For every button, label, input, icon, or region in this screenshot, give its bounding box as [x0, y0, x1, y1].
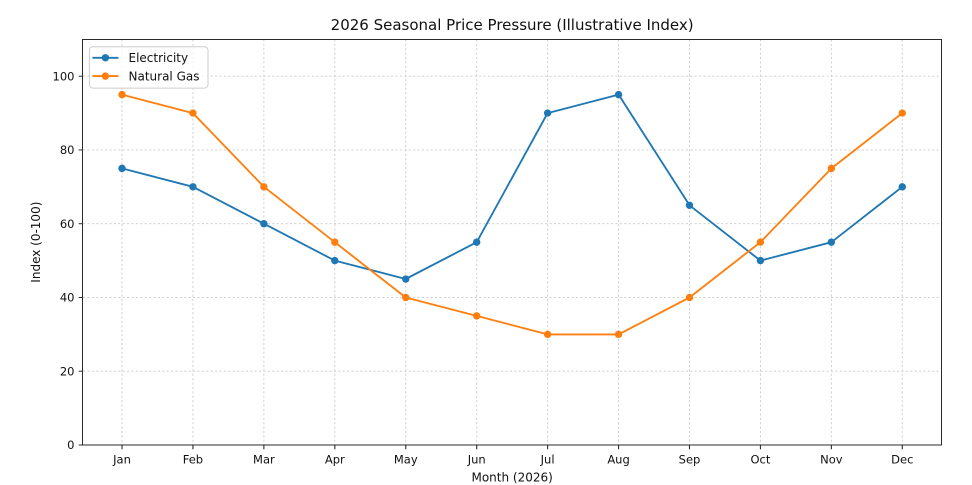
electricity-marker-mar: [260, 220, 268, 228]
electricity-marker-feb: [189, 183, 197, 191]
x-tick-label-feb: Feb: [183, 453, 203, 467]
x-tick-label-apr: Apr: [325, 453, 345, 467]
legend-marker-natural-gas: [101, 72, 110, 80]
electricity-marker-may: [402, 275, 410, 283]
x-tick-label-jan: Jan: [112, 453, 131, 467]
natural-gas-marker-jan: [118, 90, 126, 99]
x-tick-label-oct: Oct: [750, 453, 770, 467]
x-tick-label-may: May: [394, 453, 418, 467]
y-tick-label-0: 0: [67, 438, 74, 452]
legend-box: [88, 46, 209, 89]
chart-title: 2026 Seasonal Price Pressure (Illustrati…: [331, 16, 694, 34]
y-tick-label-40: 40: [60, 291, 75, 305]
natural-gas-marker-dec: [898, 109, 906, 117]
natural-gas-marker-apr: [331, 238, 339, 246]
y-tick-label-80: 80: [60, 143, 75, 157]
legend-label-natural-gas: Natural Gas: [129, 69, 200, 83]
natural-gas-marker-sep: [685, 293, 694, 302]
y-tick-label-100: 100: [53, 69, 75, 83]
x-tick-label-aug: Aug: [607, 453, 629, 467]
x-tick-label-nov: Nov: [820, 453, 843, 467]
x-tick-label-jul: Jul: [540, 453, 555, 467]
x-tick-label-mar: Mar: [253, 453, 275, 467]
y-axis-label: Index (0-100): [29, 202, 43, 283]
series-layer: [118, 90, 906, 339]
electricity-marker-apr: [331, 256, 339, 265]
natural-gas-marker-oct: [756, 238, 765, 246]
x-tick-label-jun: Jun: [467, 453, 486, 467]
electricity-marker-aug: [614, 90, 623, 99]
x-tick-label-dec: Dec: [891, 453, 913, 467]
natural-gas-line: [121, 93, 904, 336]
y-tick-label-60: 60: [60, 217, 75, 231]
electricity-marker-sep: [685, 201, 694, 209]
legend-label-electricity: Electricity: [129, 51, 189, 65]
natural-gas-marker-jul: [543, 330, 552, 339]
natural-gas-marker-feb: [189, 109, 197, 117]
natural-gas-marker-nov: [827, 164, 836, 173]
electricity-marker-nov: [827, 238, 836, 246]
electricity-marker-jun: [472, 238, 481, 246]
electricity-marker-oct: [756, 256, 765, 265]
electricity-marker-dec: [898, 183, 906, 191]
x-tick-label-sep: Sep: [679, 453, 701, 467]
plot-border: [81, 38, 943, 446]
natural-gas-marker-mar: [260, 183, 268, 191]
electricity-line: [121, 93, 904, 280]
natural-gas-marker-may: [402, 293, 410, 302]
natural-gas-marker-aug: [614, 330, 623, 339]
legend-marker-electricity: [101, 54, 110, 62]
legend: Electricity Natural Gas: [88, 46, 209, 89]
natural-gas-marker-jun: [472, 312, 481, 320]
electricity-marker-jul: [543, 109, 552, 117]
tick-layer: Jan Feb Mar Apr May Jun Jul Aug Sep Oct Nov Dec 0 20 4…: [53, 69, 914, 466]
y-tick-label-20: 20: [60, 364, 75, 378]
electricity-marker-jan: [118, 164, 126, 173]
x-axis-label: Month (2026): [471, 471, 552, 485]
